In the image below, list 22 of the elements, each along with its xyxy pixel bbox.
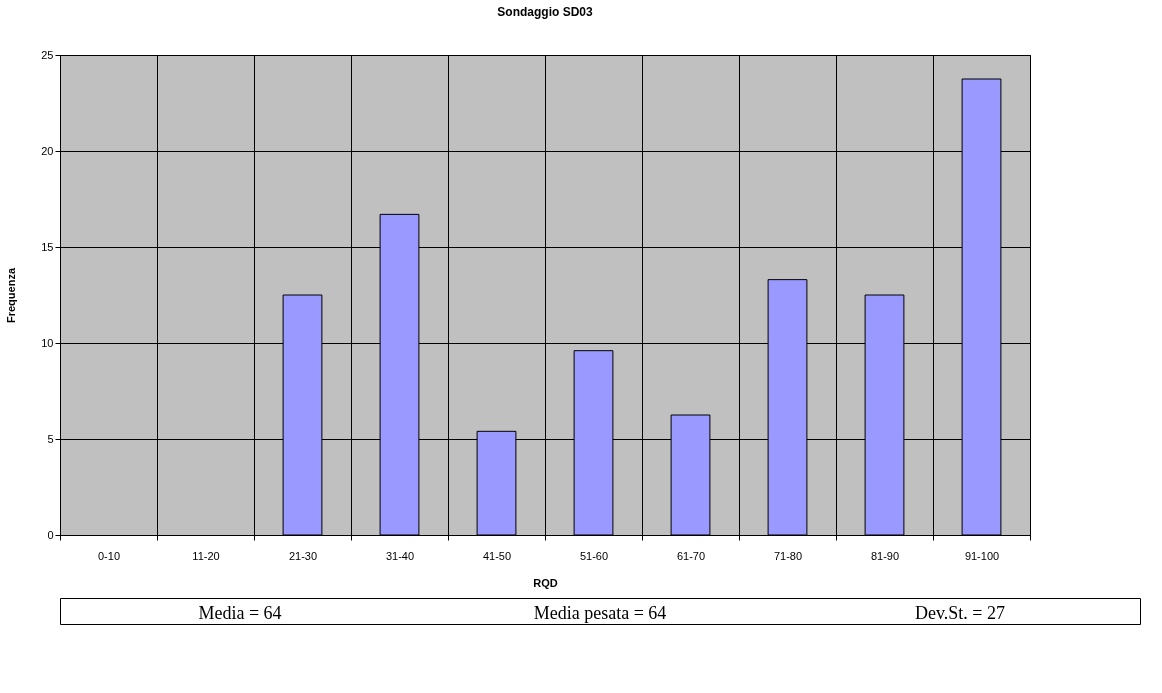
- x-tick-label: 61-70: [676, 549, 706, 562]
- y-axis-title: Frequenza: [5, 267, 18, 324]
- text: Dev.St. = 27: [915, 603, 1005, 623]
- text: Media pesata = 64: [533, 603, 667, 623]
- y-tick-label: 0: [47, 528, 54, 541]
- y-tick-label: 10: [41, 336, 54, 349]
- y-tick-label: 15: [41, 240, 54, 253]
- x-tick-label: 31-40: [385, 549, 415, 562]
- x-tick-label: 71-80: [773, 549, 803, 562]
- x-tick-label: 41-50: [482, 549, 512, 562]
- x-axis-title: RQD: [533, 576, 558, 589]
- y-tick-label: 20: [41, 144, 54, 157]
- x-tick-label: 11-20: [192, 549, 220, 562]
- x-tick-label: 91-100: [964, 549, 1000, 562]
- y-tick-label: 5: [47, 432, 54, 445]
- x-tick-label: 21-30: [288, 549, 318, 562]
- text: Media = 64: [198, 603, 282, 623]
- x-tick-label: 81-90: [870, 549, 900, 562]
- chart-title: Sondaggio SD03: [497, 5, 593, 19]
- x-tick-label: 0-10: [97, 549, 121, 562]
- y-tick-label: 25: [41, 48, 54, 61]
- x-tick-label: 51-60: [579, 549, 609, 562]
